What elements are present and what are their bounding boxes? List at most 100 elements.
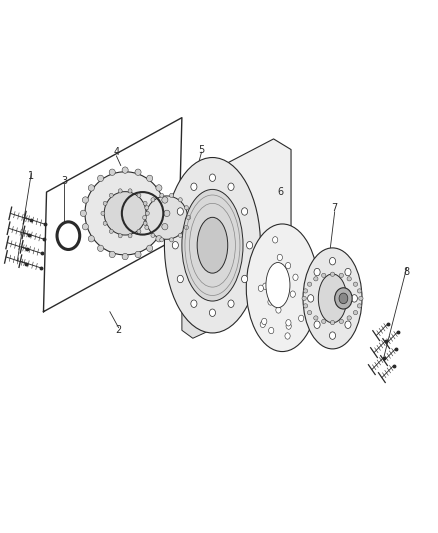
Ellipse shape bbox=[307, 282, 312, 286]
Circle shape bbox=[299, 315, 304, 321]
Circle shape bbox=[329, 257, 336, 265]
Ellipse shape bbox=[162, 223, 168, 230]
Text: 1: 1 bbox=[28, 171, 34, 181]
Circle shape bbox=[191, 300, 197, 308]
Ellipse shape bbox=[151, 233, 155, 238]
Ellipse shape bbox=[307, 311, 312, 315]
Ellipse shape bbox=[146, 196, 187, 239]
Ellipse shape bbox=[330, 320, 335, 325]
Ellipse shape bbox=[321, 319, 326, 324]
Ellipse shape bbox=[160, 193, 164, 198]
Text: 6: 6 bbox=[277, 187, 283, 197]
Circle shape bbox=[286, 320, 291, 326]
Circle shape bbox=[177, 208, 184, 215]
Ellipse shape bbox=[143, 201, 147, 206]
Ellipse shape bbox=[101, 211, 105, 215]
Circle shape bbox=[268, 282, 274, 288]
Circle shape bbox=[247, 241, 253, 249]
Ellipse shape bbox=[321, 273, 326, 278]
Ellipse shape bbox=[98, 245, 104, 252]
Ellipse shape bbox=[170, 238, 173, 242]
Ellipse shape bbox=[347, 316, 351, 320]
Ellipse shape bbox=[109, 169, 115, 175]
Ellipse shape bbox=[187, 215, 191, 220]
Ellipse shape bbox=[156, 236, 162, 242]
Ellipse shape bbox=[160, 238, 164, 242]
Ellipse shape bbox=[335, 288, 352, 309]
Circle shape bbox=[285, 333, 290, 339]
Ellipse shape bbox=[357, 289, 362, 293]
Circle shape bbox=[345, 321, 351, 328]
Ellipse shape bbox=[339, 273, 343, 278]
Circle shape bbox=[329, 332, 336, 340]
Circle shape bbox=[172, 241, 178, 249]
Ellipse shape bbox=[347, 277, 351, 281]
Circle shape bbox=[277, 254, 283, 261]
Ellipse shape bbox=[357, 304, 362, 308]
Circle shape bbox=[314, 268, 320, 276]
Ellipse shape bbox=[82, 197, 88, 203]
Circle shape bbox=[209, 309, 215, 317]
Text: 2: 2 bbox=[116, 325, 122, 335]
Ellipse shape bbox=[246, 224, 318, 352]
Ellipse shape bbox=[98, 175, 104, 182]
Circle shape bbox=[293, 274, 298, 280]
Polygon shape bbox=[182, 139, 291, 320]
Circle shape bbox=[177, 275, 184, 282]
Ellipse shape bbox=[151, 198, 155, 202]
Ellipse shape bbox=[104, 192, 146, 235]
Ellipse shape bbox=[103, 221, 107, 225]
Ellipse shape bbox=[330, 272, 335, 276]
Ellipse shape bbox=[184, 206, 188, 210]
Ellipse shape bbox=[353, 311, 358, 315]
Circle shape bbox=[258, 285, 264, 292]
Circle shape bbox=[272, 237, 278, 243]
Ellipse shape bbox=[162, 197, 168, 203]
Ellipse shape bbox=[304, 289, 308, 293]
Ellipse shape bbox=[318, 274, 347, 323]
Ellipse shape bbox=[314, 277, 318, 281]
Ellipse shape bbox=[314, 316, 318, 320]
Circle shape bbox=[286, 323, 291, 329]
Ellipse shape bbox=[143, 221, 147, 225]
Ellipse shape bbox=[184, 225, 188, 230]
Ellipse shape bbox=[303, 248, 362, 349]
Ellipse shape bbox=[122, 253, 128, 260]
Ellipse shape bbox=[304, 304, 308, 308]
Ellipse shape bbox=[197, 217, 228, 273]
Ellipse shape bbox=[88, 236, 94, 242]
Circle shape bbox=[260, 321, 265, 328]
Text: 4: 4 bbox=[113, 147, 120, 157]
Ellipse shape bbox=[182, 189, 243, 301]
Ellipse shape bbox=[135, 169, 141, 175]
Ellipse shape bbox=[80, 210, 86, 216]
Circle shape bbox=[268, 299, 273, 305]
Ellipse shape bbox=[178, 233, 182, 238]
Text: 8: 8 bbox=[404, 267, 410, 277]
Circle shape bbox=[191, 183, 197, 190]
Ellipse shape bbox=[137, 229, 141, 233]
Circle shape bbox=[276, 307, 281, 313]
Ellipse shape bbox=[88, 185, 94, 191]
Ellipse shape bbox=[103, 201, 107, 206]
Ellipse shape bbox=[353, 282, 358, 286]
Text: 5: 5 bbox=[198, 144, 205, 155]
Circle shape bbox=[261, 318, 267, 325]
Text: 3: 3 bbox=[61, 176, 67, 187]
Circle shape bbox=[307, 295, 314, 302]
Ellipse shape bbox=[85, 172, 165, 255]
Circle shape bbox=[228, 183, 234, 190]
Circle shape bbox=[263, 283, 268, 289]
Circle shape bbox=[286, 262, 291, 269]
Ellipse shape bbox=[143, 215, 147, 220]
Circle shape bbox=[228, 300, 234, 308]
Ellipse shape bbox=[137, 193, 141, 198]
Ellipse shape bbox=[339, 319, 343, 324]
Circle shape bbox=[268, 327, 274, 334]
Ellipse shape bbox=[82, 223, 88, 230]
Ellipse shape bbox=[128, 233, 132, 238]
Ellipse shape bbox=[145, 225, 149, 230]
Ellipse shape bbox=[118, 189, 122, 193]
Ellipse shape bbox=[147, 245, 153, 252]
Polygon shape bbox=[182, 309, 210, 338]
